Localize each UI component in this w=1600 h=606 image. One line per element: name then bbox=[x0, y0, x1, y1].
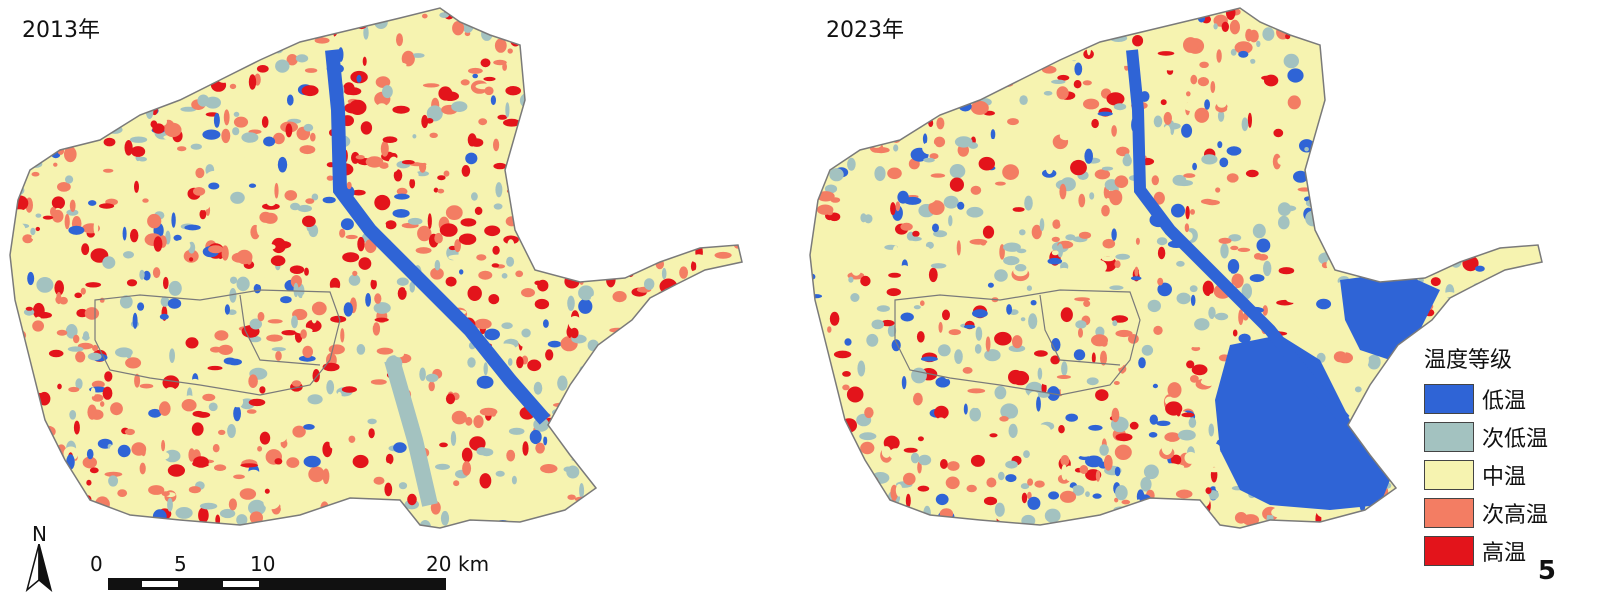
lake-south-2023 bbox=[1215, 335, 1390, 510]
scale-tick-10: 10 bbox=[250, 552, 276, 576]
legend-label: 中温 bbox=[1482, 465, 1527, 490]
legend-item: 中温 bbox=[1424, 456, 1600, 494]
district-boundary-inner-2013 bbox=[239, 294, 321, 366]
district-boundary-2013 bbox=[94, 289, 341, 396]
legend-title: 温度等级 bbox=[1424, 348, 1513, 373]
river-branch-2013 bbox=[384, 357, 438, 507]
legend-swatch bbox=[1424, 498, 1474, 528]
scale-bar: 0 5 10 20 km bbox=[82, 546, 502, 596]
legend-label: 低温 bbox=[1482, 389, 1527, 414]
district-boundary-2023 bbox=[894, 289, 1141, 396]
legend-item: 次低温 bbox=[1424, 418, 1600, 456]
scale-tick-5: 5 bbox=[174, 552, 187, 576]
map-title-2013: 2013年 bbox=[22, 18, 100, 43]
legend-label: 次低温 bbox=[1482, 427, 1549, 452]
north-arrow: N bbox=[24, 522, 54, 592]
legend-label: 高温 bbox=[1482, 541, 1527, 566]
river-2013 bbox=[325, 49, 551, 425]
scale-unit: km bbox=[458, 552, 490, 576]
scale-tick-20: 20 bbox=[426, 552, 452, 576]
north-arrow-icon bbox=[25, 544, 53, 592]
legend-swatch bbox=[1424, 384, 1474, 414]
scale-bar-graphic bbox=[108, 578, 446, 590]
map-panel-2013: 2013年 bbox=[9, 7, 743, 529]
temperature-map-2013 bbox=[9, 7, 743, 529]
legend-swatch bbox=[1424, 422, 1474, 452]
north-label: N bbox=[32, 522, 47, 546]
legend-swatch bbox=[1424, 460, 1474, 490]
lake-east-2023 bbox=[1340, 272, 1440, 360]
district-boundary-inner-2023 bbox=[1039, 294, 1121, 366]
map-title-2023: 2023年 bbox=[826, 18, 904, 43]
legend-label: 次高温 bbox=[1482, 503, 1549, 528]
legend: 温度等级 低温次低温中温次高温高温 bbox=[1424, 342, 1600, 570]
panel-number: 5 bbox=[1537, 556, 1556, 586]
river-2023 bbox=[1126, 49, 1350, 424]
map-raster-2013 bbox=[10, 8, 742, 528]
scale-tick-0: 0 bbox=[90, 552, 103, 576]
legend-item: 低温 bbox=[1424, 380, 1600, 418]
legend-swatch bbox=[1424, 536, 1474, 566]
legend-item: 高温 bbox=[1424, 532, 1600, 570]
legend-item: 次高温 bbox=[1424, 494, 1600, 532]
